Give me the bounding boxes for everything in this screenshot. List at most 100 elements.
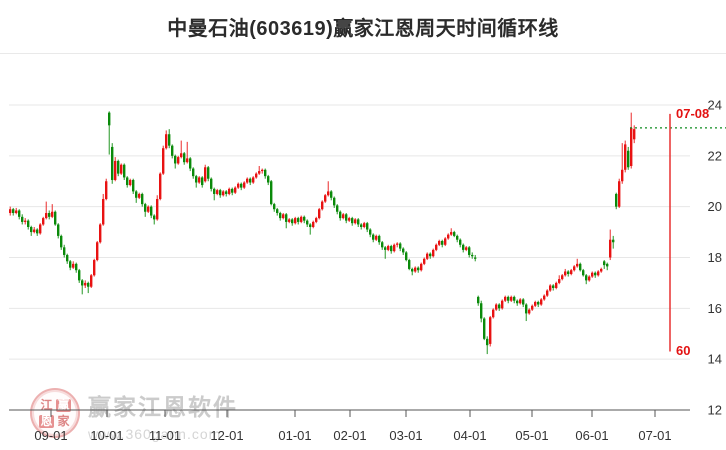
candle-body [543, 295, 546, 300]
candle-body [591, 272, 594, 277]
candle-body [213, 188, 216, 194]
candle-body [582, 270, 585, 276]
candle-body [291, 219, 294, 224]
candle-body [351, 218, 354, 224]
candle-body [438, 240, 441, 245]
candle-body [141, 193, 144, 205]
candle-body [384, 247, 387, 250]
y-axis-label: 22 [708, 148, 722, 163]
candle-body [612, 239, 615, 243]
candle-body [15, 210, 18, 214]
candle-body [411, 268, 414, 272]
candle-body [276, 209, 279, 214]
candle-body [192, 168, 195, 177]
candle-body [396, 243, 399, 245]
candle-body [279, 213, 282, 219]
candle-body [288, 219, 291, 222]
candle-body [258, 171, 261, 174]
candle-body [588, 276, 591, 281]
candle-body [519, 299, 522, 304]
candle-body [264, 169, 267, 177]
candle-body [495, 304, 498, 310]
candle-body [222, 191, 225, 196]
candle-body [618, 181, 621, 207]
candle-body [69, 261, 72, 268]
candle-body [498, 304, 501, 309]
candle-body [225, 191, 228, 194]
x-axis-label: 10-01 [90, 428, 123, 443]
candle-body [597, 271, 600, 276]
candle-body [471, 254, 474, 257]
candle-body [579, 263, 582, 271]
candle-body [390, 246, 393, 252]
candle-body [201, 177, 204, 186]
y-axis-label: 18 [708, 250, 722, 265]
candle-body [84, 282, 87, 286]
candle-body [234, 187, 237, 193]
candle-body [429, 253, 432, 257]
candle-body [207, 167, 210, 179]
candle-body [105, 181, 108, 200]
candle-body [123, 164, 126, 178]
candle-body [261, 169, 264, 172]
candle-body [273, 204, 276, 210]
candle-body [339, 211, 342, 219]
candle-body [402, 248, 405, 253]
candle-body [237, 183, 240, 188]
candle-body [606, 263, 609, 267]
candle-body [72, 263, 75, 268]
candle-body [357, 219, 360, 225]
candle-body [306, 220, 309, 225]
candle-body [249, 178, 252, 183]
candle-body [336, 205, 339, 212]
candle-body [621, 169, 624, 182]
x-axis-label: 04-01 [453, 428, 486, 443]
seal-char: 江 [40, 397, 53, 412]
candle-body [282, 214, 285, 219]
candle-body [444, 238, 447, 245]
candle-body [489, 317, 492, 344]
candle-body [399, 243, 402, 249]
candle-body [534, 301, 537, 306]
candle-body [21, 216, 24, 222]
candle-body [219, 190, 222, 196]
candle-body [183, 153, 186, 163]
candle-body [177, 157, 180, 164]
x-axis-label: 12-01 [210, 428, 243, 443]
candle-body [186, 158, 189, 163]
candle-body [165, 134, 168, 149]
candle-body [435, 244, 438, 250]
candle-body [393, 244, 396, 252]
candle-body [549, 285, 552, 291]
candle-body [483, 318, 486, 339]
x-axis-label: 07-01 [638, 428, 671, 443]
candle-body [414, 267, 417, 272]
candle-body [426, 253, 429, 259]
candle-body [516, 300, 519, 304]
candle-body [162, 148, 165, 174]
candle-body [468, 247, 471, 255]
candle-body [609, 239, 612, 258]
candle-body [624, 144, 627, 170]
candle-body [363, 223, 366, 227]
candle-body [528, 309, 531, 314]
candle-body [537, 301, 540, 305]
candle-body [81, 280, 84, 286]
candle-body [600, 268, 603, 272]
candle-body [39, 224, 42, 234]
y-axis-label: 12 [708, 403, 722, 418]
candle-body [12, 209, 15, 214]
candle-body [33, 229, 36, 233]
candle-body [42, 218, 45, 225]
cycle-period-label: 60 [676, 343, 691, 358]
candle-body [24, 220, 27, 222]
candle-body [153, 215, 156, 220]
candle-body [552, 285, 555, 288]
candle-body [342, 214, 345, 219]
candle-body [387, 246, 390, 250]
y-axis-label: 14 [708, 352, 722, 367]
candle-body [210, 178, 213, 189]
candle-body [558, 279, 561, 283]
